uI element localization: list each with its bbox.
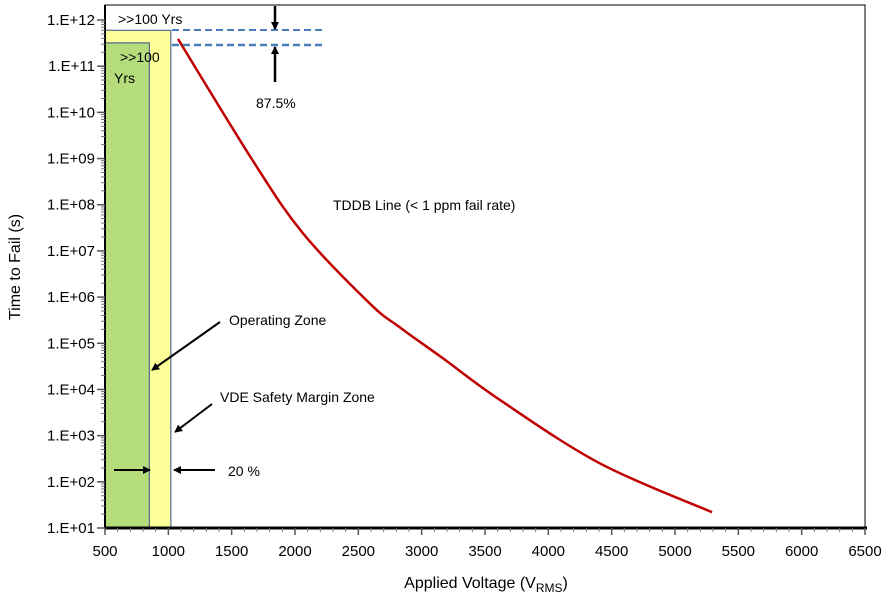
- x-tick-label: 5500: [722, 543, 755, 560]
- x-tick-label: 4500: [595, 543, 628, 560]
- x-axis-title: Applied Voltage (VRMS): [404, 575, 568, 595]
- y-tick-label: 1.E+02: [47, 474, 95, 491]
- operating-zone: [104, 42, 150, 529]
- y-tick-label: 1.E+09: [47, 151, 95, 168]
- y-axis-title: Time to Fail (s): [7, 214, 24, 320]
- x-tick-label: 4000: [532, 543, 565, 560]
- plot-frame: [104, 4, 866, 529]
- x-tick-label: 500: [92, 543, 117, 560]
- y-tick-label: 1.E+03: [47, 428, 95, 445]
- operating-zone-label-1: >>100: [120, 49, 160, 65]
- x-axis-title-sub: RMS: [536, 581, 563, 595]
- y-tick-label: 1.E+05: [47, 335, 95, 352]
- y-tick-label: 1.E+11: [48, 58, 95, 75]
- x-axis-title-main: Applied Voltage (V: [404, 575, 536, 592]
- x-axis-title-end: ): [563, 575, 568, 592]
- x-tick-label: 3000: [405, 543, 438, 560]
- y-tick-label: 1.E+07: [47, 243, 95, 260]
- x-tick-label: 6000: [785, 543, 818, 560]
- x-tick-label: 1500: [215, 543, 248, 560]
- x-tick-label: 6500: [848, 543, 881, 560]
- vde-zone-label: >>100 Yrs: [118, 11, 182, 27]
- y-tick-label: 1.E+06: [47, 289, 95, 306]
- tddb-line: [176, 38, 713, 514]
- annotation-87-5: 87.5%: [256, 95, 296, 111]
- annotation-operating-zone: Operating Zone: [229, 312, 326, 328]
- y-tick-label: 1.E+01: [47, 520, 95, 537]
- arrow-operating-icon: [151, 321, 221, 371]
- x-tick-label: 5000: [658, 543, 691, 560]
- y-tick-label: 1.E+08: [47, 197, 95, 214]
- annotation-tddb: TDDB Line (< 1 ppm fail rate): [333, 197, 515, 213]
- y-tick-label: 1.E+04: [47, 381, 95, 398]
- x-tick-label: 1000: [152, 543, 185, 560]
- x-tick-label: 2000: [278, 543, 311, 560]
- x-tick-label: 3500: [468, 543, 501, 560]
- operating-zone-label-2: Yrs: [114, 70, 135, 86]
- annotation-vde-zone: VDE Safety Margin Zone: [220, 389, 375, 405]
- y-tick-label: 1.E+12: [47, 12, 95, 29]
- x-tick-label: 2500: [342, 543, 375, 560]
- annotation-20-percent: 20 %: [228, 463, 260, 479]
- y-tick-label: 1.E+10: [47, 104, 95, 121]
- arrow-vde-icon: [174, 403, 213, 433]
